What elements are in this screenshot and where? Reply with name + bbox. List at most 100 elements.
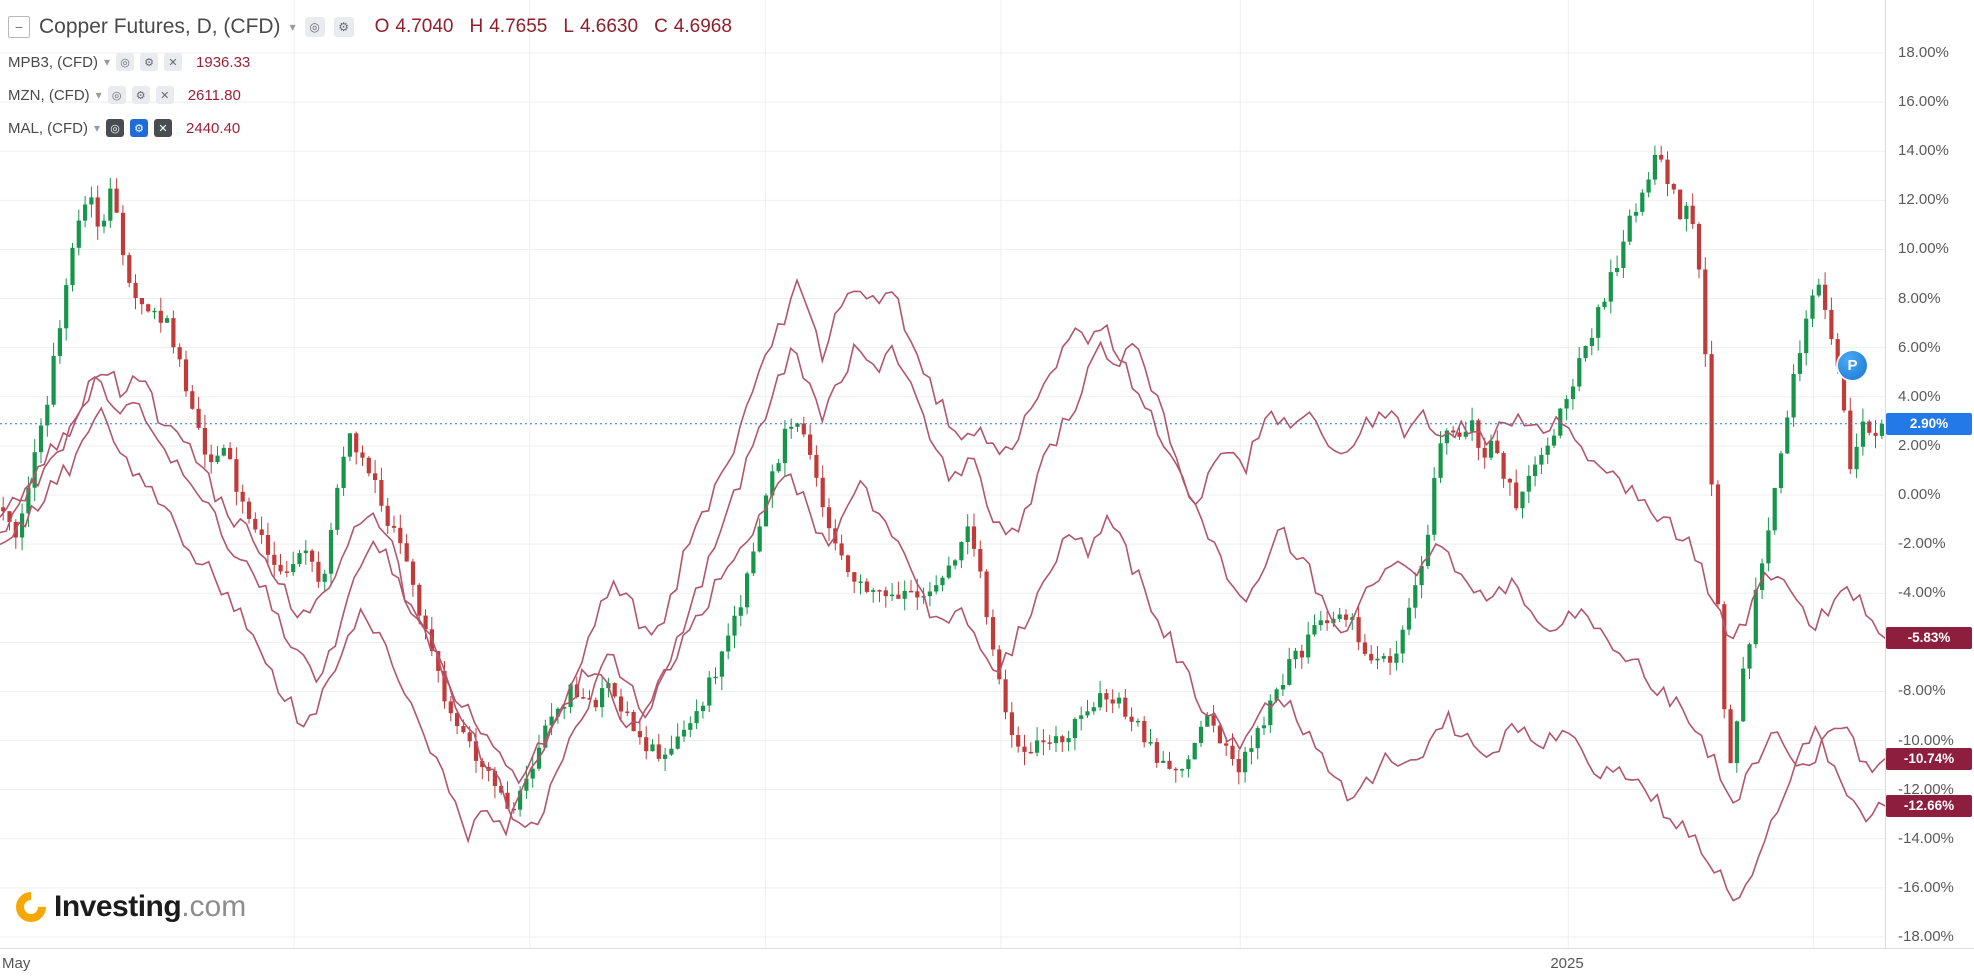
candle-body [978,549,983,572]
candle-body [1362,642,1367,654]
candle-body [1570,386,1576,400]
candle-body [1829,309,1834,340]
y-axis-label: -2.00% [1898,535,1946,553]
candle-body [593,699,598,708]
candle-body [618,696,624,712]
candle-body [1016,735,1021,747]
y-axis-label: -14.00% [1898,829,1954,847]
candle-body [1079,715,1084,719]
candle-body [543,725,548,748]
chevron-down-icon[interactable]: ▾ [94,121,101,135]
candle-body [1022,746,1027,752]
candle-body [1406,607,1412,630]
price-marker-badge[interactable]: P [1838,351,1867,380]
candle-body [681,729,687,737]
overlay-line-mal[interactable] [0,406,1885,902]
chart-title[interactable]: Copper Futures, D, (CFD) [39,15,281,38]
chevron-down-icon[interactable]: ▾ [289,20,296,34]
candle-body [745,573,750,608]
remove-series-button[interactable]: ✕ [154,119,173,137]
candle-body [404,543,409,562]
series-name-mpb3[interactable]: MPB3, (CFD) [8,53,98,71]
series-settings-button[interactable]: ⚙ [140,53,159,71]
overlay-line-mpb3[interactable] [0,277,1885,785]
y-axis-label: -8.00% [1898,682,1946,700]
y-axis-label: 8.00% [1898,289,1941,307]
chevron-down-icon[interactable]: ▾ [95,88,102,102]
candle-body [1198,726,1204,743]
candle-body [127,255,132,283]
series-settings-button[interactable]: ⚙ [130,119,149,137]
chart-plot-area[interactable] [0,0,1885,948]
candle-body [927,591,932,597]
candle-body [1325,620,1330,624]
candle-body [76,220,81,248]
y-axis-label: 4.00% [1898,387,1941,405]
candle-body [1035,740,1040,753]
candle-body [1249,748,1254,752]
candle-body [32,452,37,488]
y-axis-label: -4.00% [1898,584,1946,602]
series-name-mal[interactable]: MAL, (CFD) [8,119,88,137]
candle-body [505,792,510,809]
candle-body [114,188,119,213]
candle-body [1142,720,1147,743]
candle-body [1161,760,1166,763]
series-name-mzn[interactable]: MZN, (CFD) [8,86,90,104]
candle-body [587,698,592,700]
candle-body [221,447,226,456]
candle-body [1488,440,1494,458]
chevron-down-icon[interactable]: ▾ [104,55,111,69]
overlay-line-mzn[interactable] [0,340,1885,829]
candle-body [864,581,869,592]
candle-body [675,736,680,749]
candle-body [625,711,630,713]
x-axis-label: May [2,955,31,972]
y-axis-label: -10.00% [1898,731,1954,749]
main-series-settings-button[interactable]: ⚙ [333,17,354,37]
candle-body [1778,453,1784,488]
close-icon: ✕ [158,122,168,135]
candle-body [1589,337,1594,346]
candle-body [612,683,617,697]
low-value: 4.6630 [579,16,639,37]
remove-series-button[interactable]: ✕ [164,53,183,71]
candle-body [196,408,201,428]
candle-body [1583,345,1588,359]
legend-row-mzn: MZN, (CFD) ▾ ◎ ⚙ ✕ 2611.80 [8,82,732,108]
candle-body [1539,454,1544,465]
chart-canvas[interactable] [0,0,1885,948]
candle-body [1747,644,1752,669]
hide-series-button[interactable]: ◎ [107,86,126,104]
hide-series-button[interactable]: ◎ [106,119,125,137]
candle-body [1678,189,1683,220]
candle-body [1867,421,1872,433]
candle-body [1804,318,1809,354]
candle-body [328,530,334,574]
candle-body [265,535,271,555]
candle-body [637,731,642,738]
candle-body [789,426,794,429]
y-axis-label: -12.00% [1898,780,1954,798]
candle-body [410,561,416,585]
y-axis-label: -16.00% [1898,878,1954,896]
remove-series-button[interactable]: ✕ [155,86,174,104]
candle-body [1217,725,1222,744]
candle-body [492,770,497,786]
collapse-legend-button[interactable]: − [8,16,30,38]
y-axis-label: 10.00% [1898,240,1949,258]
hide-series-button[interactable]: ◎ [116,53,135,71]
candle-body [1205,715,1210,727]
candle-body [700,705,706,712]
right-axis[interactable]: 18.00% 16.00% 14.00% 12.00% 10.00% 8.00% 6.00%… [1885,0,1974,948]
candle-body [202,428,207,455]
candle-body [808,434,813,455]
candle-body [366,457,371,474]
hide-main-series-button[interactable]: ◎ [304,17,325,37]
candle-body [1444,430,1449,444]
candle-body [1734,721,1739,764]
bottom-axis[interactable]: May 2025 [0,948,1974,978]
candle-body [600,688,605,708]
candle-body [1432,477,1437,535]
series-settings-button[interactable]: ⚙ [131,86,150,104]
